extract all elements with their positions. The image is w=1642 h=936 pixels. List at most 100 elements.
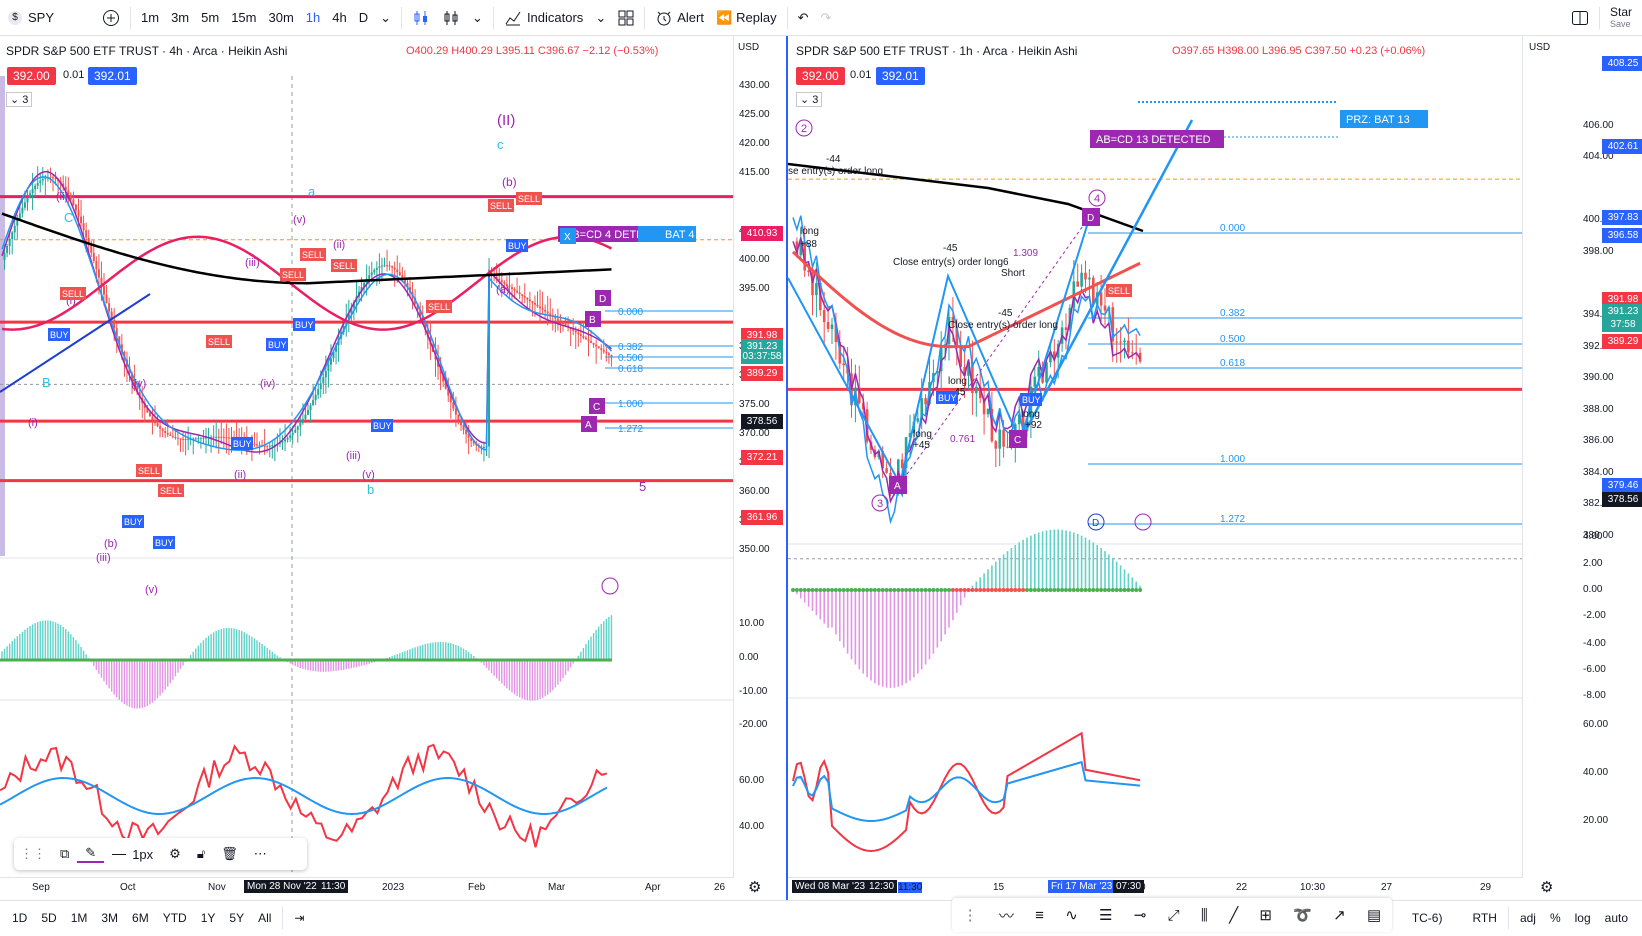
wave-label: (iii) <box>245 257 260 269</box>
timezone-button[interactable]: TC-6) <box>1411 911 1443 925</box>
ruler-icon[interactable]: ▤ <box>1367 907 1382 924</box>
bar-style-button[interactable] <box>436 0 466 36</box>
trend-angle-icon[interactable]: ⤢ <box>1167 906 1180 924</box>
redo-button[interactable]: ↷ <box>815 0 838 36</box>
interval-3m[interactable]: 3m <box>171 10 190 25</box>
line-color-button[interactable]: ✎ <box>77 845 105 863</box>
interval-4h[interactable]: 4h <box>332 10 347 25</box>
spiral-icon[interactable]: ➰ <box>1293 907 1312 924</box>
candle-body <box>439 366 442 375</box>
interval-1m[interactable]: 1m <box>141 10 160 25</box>
horizontal-line-icon[interactable]: ⊸ <box>1133 907 1147 924</box>
session-button[interactable]: RTH <box>1472 911 1497 925</box>
undo-button[interactable]: ↶ <box>792 0 815 36</box>
interval-d[interactable]: D <box>358 10 369 25</box>
arrow-icon[interactable]: ↗ <box>1333 907 1346 924</box>
left-price-axis[interactable]: 430.00425.00420.00415.00405.00400.00395.… <box>733 36 783 878</box>
layout-toggle-button[interactable] <box>1565 0 1595 36</box>
adj-toggle[interactable]: adj <box>1519 911 1536 925</box>
annotation: -45 <box>943 243 958 254</box>
goto-date-button[interactable]: ⇥ <box>287 901 311 936</box>
candle-body <box>360 286 363 292</box>
interval-1h[interactable]: 1h <box>305 10 321 25</box>
line-width-button[interactable]: 1px <box>104 847 161 862</box>
interval-dropdown[interactable]: ⌄ <box>374 0 397 36</box>
right-currency-label[interactable]: USD <box>1529 42 1551 53</box>
zero-dot <box>1071 588 1076 592</box>
left-ask-box[interactable]: 392.01 <box>88 67 137 85</box>
range-3m[interactable]: 3M <box>101 911 119 925</box>
candle-body <box>322 377 325 384</box>
bar-type-dropdown[interactable]: ⌄ <box>466 0 489 36</box>
abcd-pattern-icon[interactable]: ∿ <box>1065 907 1078 924</box>
pitchfork-icon[interactable]: ⫼ <box>1200 906 1208 924</box>
fib-icon[interactable]: ≡ <box>1035 906 1044 924</box>
left-bid-box[interactable]: 392.00 <box>7 67 56 85</box>
interval-5m[interactable]: 5m <box>201 10 220 25</box>
left-chart-pane[interactable]: AB=CD 4 DETECTED BAT 4 0.000 0.382 0.500 0.61… <box>0 36 783 900</box>
candle-body <box>406 282 409 288</box>
zero-dot <box>1056 588 1061 592</box>
candle-body <box>317 389 320 395</box>
left-settings-button[interactable]: ⚙ <box>748 878 761 896</box>
save-button[interactable]: Star Save <box>1609 4 1632 29</box>
zero-dot <box>982 588 987 592</box>
right-price-axis[interactable]: 406.00 404.00 400.00 398.00 394.00 392.00 390.… <box>1522 36 1642 878</box>
drag-handle-icon[interactable]: ⋮ <box>962 907 978 924</box>
right-settings-button[interactable]: ⚙ <box>1540 878 1553 896</box>
lock-button[interactable]: 🔓︎ <box>189 846 213 862</box>
delete-button[interactable]: 🗑︎ <box>213 846 246 862</box>
range-5y[interactable]: 5Y <box>229 911 245 925</box>
drag-handle[interactable]: ⋮⋮ <box>20 846 46 861</box>
more-button[interactable]: ⋯ <box>246 846 275 862</box>
candle-body <box>222 436 225 438</box>
symbol-search-button[interactable]: $ SPY <box>0 0 60 36</box>
settings-button[interactable]: ⚙ <box>161 846 189 862</box>
interval-15m[interactable]: 15m <box>231 10 257 25</box>
left-currency-label[interactable]: USD <box>738 42 760 53</box>
left-indicator-collapse[interactable]: ⌄ 3 <box>6 92 33 107</box>
interval-30m[interactable]: 30m <box>268 10 294 25</box>
elliott-wave-icon[interactable]: 〰 <box>998 907 1014 925</box>
fib-channel-icon[interactable]: ☰ <box>1099 907 1113 924</box>
left-time-axis[interactable]: Sep Oct Nov Mon 28 Nov '22 11:30 2023 Feb Mar Ap… <box>0 877 733 899</box>
range-1d[interactable]: 1D <box>12 911 28 925</box>
gann-icon[interactable]: ⊞ <box>1259 907 1272 924</box>
right-time-axis[interactable]: Wed 08 Mar '23 12:30 11:30 15 Fri 17 Mar '23… <box>788 877 1522 899</box>
range-1m[interactable]: 1M <box>70 911 88 925</box>
alert-button[interactable]: Alert <box>649 0 710 36</box>
candle-body <box>924 398 927 405</box>
price-label: 402.61 <box>1602 139 1642 154</box>
range-6m[interactable]: 6M <box>132 911 149 925</box>
range-5d[interactable]: 5D <box>41 911 57 925</box>
range-all[interactable]: All <box>258 911 272 925</box>
indicators-button[interactable]: Indicators <box>498 0 589 36</box>
right-ask-box[interactable]: 392.01 <box>876 67 925 85</box>
auto-toggle[interactable]: auto <box>1604 911 1628 925</box>
right-bid-box[interactable]: 392.00 <box>796 67 845 85</box>
oscillator-tick: 0.00 <box>1583 584 1603 595</box>
percent-toggle[interactable]: % <box>1549 911 1561 925</box>
candle-body <box>842 363 845 366</box>
template-button[interactable]: ⧉ <box>52 846 77 862</box>
left-spread: 0.01 <box>63 69 85 81</box>
compare-button[interactable] <box>96 0 126 36</box>
candle-body <box>498 278 501 281</box>
layouts-button[interactable] <box>612 0 640 36</box>
right-chart-pane[interactable]: 0.000 0.382 0.500 0.618 1.000 1.272 AB=CD 13 D… <box>786 36 1642 900</box>
range-ytd[interactable]: YTD <box>162 911 187 925</box>
zero-dot <box>993 588 998 592</box>
candle-body <box>110 311 113 320</box>
signal-label: BUY <box>295 320 314 330</box>
bar-type-button[interactable] <box>406 0 436 36</box>
replay-button[interactable]: ⏪ Replay <box>715 9 777 26</box>
indicators-dropdown[interactable]: ⌄ <box>589 0 612 36</box>
right-indicator-collapse[interactable]: ⌄ 3 <box>796 92 823 107</box>
trend-line-icon[interactable]: ╱ <box>1229 907 1239 924</box>
range-1y[interactable]: 1Y <box>200 911 216 925</box>
left-chart-ohlc: O400.29 H400.29 L395.11 C396.67 −2.12 (−… <box>406 45 659 57</box>
log-toggle[interactable]: log <box>1574 911 1591 925</box>
top-toolbar: $ SPY 1m 3m 5m 15m 30m 1h 4h D ⌄ ⌄ Indic… <box>0 0 1642 36</box>
